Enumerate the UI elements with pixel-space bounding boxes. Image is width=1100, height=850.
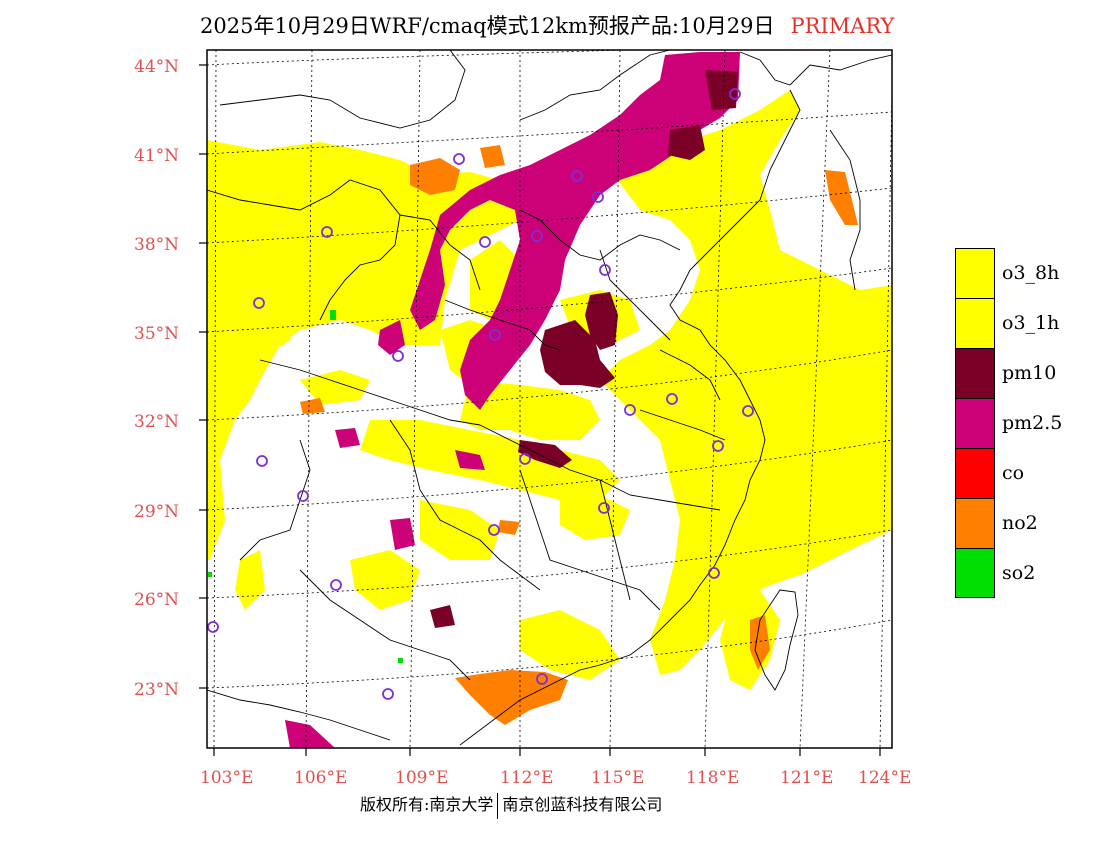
legend-swatch <box>955 348 995 398</box>
legend-item: pm10 <box>955 348 1077 398</box>
legend-label: pm10 <box>1002 362 1057 384</box>
lon-label: 115°E <box>591 768 644 788</box>
legend-swatch <box>955 548 995 598</box>
legend-swatch <box>955 248 995 298</box>
lon-label: 124°E <box>858 768 911 788</box>
plot-frame <box>206 49 893 749</box>
legend-label: o3_1h <box>1002 312 1060 334</box>
legend-item: co <box>955 448 1077 498</box>
pm25-field <box>285 52 740 748</box>
legend-swatch <box>955 498 995 548</box>
lat-label: 41°N <box>134 146 179 166</box>
legend-item: pm2.5 <box>955 398 1077 448</box>
axis-ticks <box>199 64 881 756</box>
lon-label: 109°E <box>395 768 448 788</box>
legend-swatch <box>955 398 995 448</box>
lat-label: 26°N <box>134 590 179 610</box>
footer-right: 南京创蓝科技有限公司 <box>502 795 663 814</box>
lat-label: 38°N <box>134 235 179 255</box>
figure-title: 2025年10月29日WRF/cmaq模式12km预报产品:10月29日 PRIM… <box>200 10 894 40</box>
lat-label: 23°N <box>134 680 179 700</box>
legend-item: o3_1h <box>955 298 1077 348</box>
legend: o3_8h o3_1h pm10 pm2.5 co no2 so2 <box>955 248 1077 598</box>
lat-label: 29°N <box>134 502 179 522</box>
title-tag: PRIMARY <box>790 14 895 38</box>
lon-label: 121°E <box>780 768 833 788</box>
so2-field <box>208 310 403 663</box>
legend-item: no2 <box>955 498 1077 548</box>
lat-labels: 44°N 41°N 38°N 35°N 32°N 29°N 26°N 23°N <box>134 57 179 700</box>
lon-labels: 103°E 106°E 109°E 112°E 115°E 118°E 121°… <box>200 768 911 788</box>
legend-swatch <box>955 298 995 348</box>
lon-label: 118°E <box>686 768 739 788</box>
legend-label: co <box>1002 462 1025 484</box>
legend-label: so2 <box>1002 562 1036 584</box>
legend-label: pm2.5 <box>1002 412 1063 434</box>
lon-label: 106°E <box>294 768 347 788</box>
footer-separator <box>497 792 499 819</box>
map-plot-area <box>207 50 892 748</box>
legend-item: so2 <box>955 548 1077 598</box>
lat-label: 35°N <box>134 324 179 344</box>
legend-label: no2 <box>1002 512 1038 534</box>
legend-swatch <box>955 448 995 498</box>
legend-label: o3_8h <box>1002 262 1060 284</box>
pm10-field <box>430 70 738 628</box>
lat-label: 32°N <box>134 412 179 432</box>
lon-label: 103°E <box>200 768 253 788</box>
legend-item: o3_8h <box>955 248 1077 298</box>
title-main: 2025年10月29日WRF/cmaq模式12km预报产品:10月29日 <box>200 14 775 38</box>
city-markers <box>207 88 754 700</box>
boundaries <box>207 50 892 746</box>
copyright-footer: 版权所有:南京大学 南京创蓝科技有限公司 <box>360 791 662 819</box>
footer-left: 版权所有:南京大学 <box>360 795 494 814</box>
lat-label: 44°N <box>134 57 179 77</box>
lon-label: 112°E <box>500 768 553 788</box>
